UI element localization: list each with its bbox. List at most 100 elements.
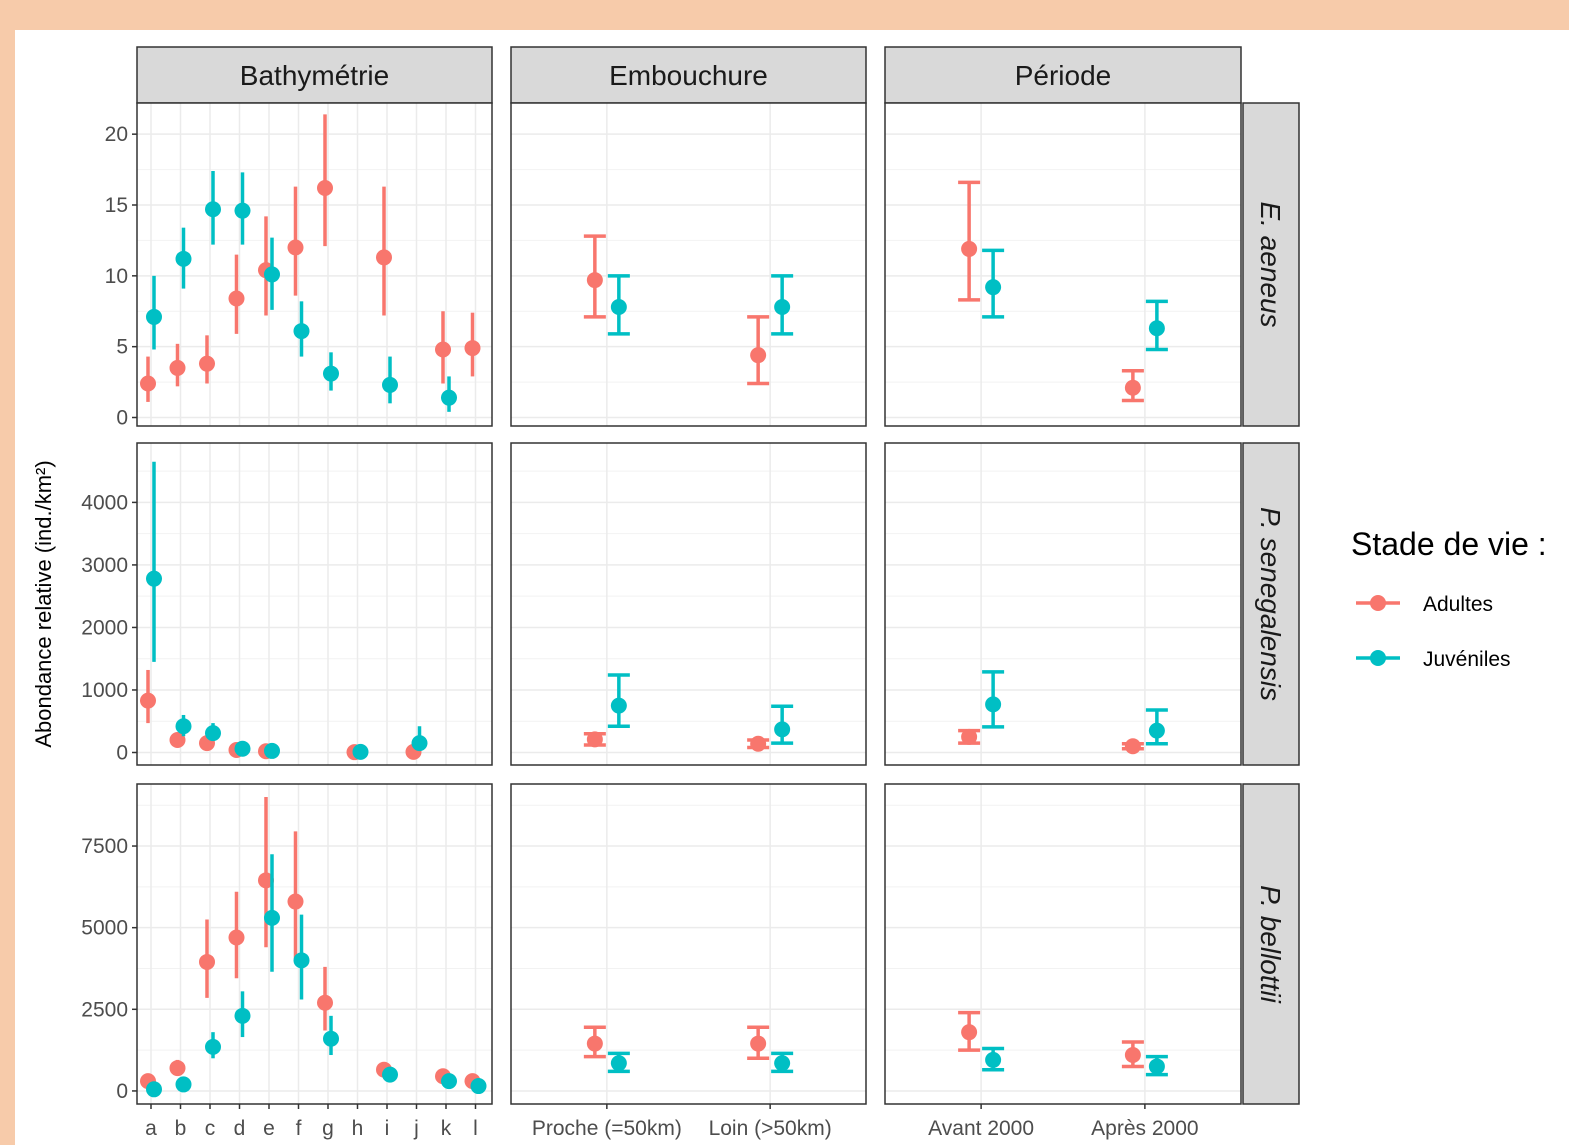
legend-key-point (1370, 650, 1386, 666)
panel-border (510, 442, 867, 766)
data-point (169, 731, 186, 748)
data-point (441, 389, 457, 406)
data-point (382, 376, 398, 393)
data-point (961, 1024, 978, 1041)
data-point (610, 299, 627, 315)
data-point (352, 743, 369, 760)
y-tick-label: 10 (105, 265, 128, 288)
panel-background (137, 103, 492, 426)
column-strip (136, 46, 493, 104)
x-tick-label: l (473, 1117, 478, 1140)
data-point (264, 909, 280, 926)
data-point (205, 201, 221, 218)
data-point (234, 740, 251, 757)
data-point (317, 994, 333, 1011)
data-point (146, 570, 162, 587)
data-point (750, 347, 767, 364)
panel (510, 442, 867, 766)
panel-background (885, 784, 1241, 1104)
panel (884, 442, 1242, 766)
y-tick-label: 2500 (81, 998, 128, 1021)
data-point (464, 340, 481, 357)
panel: Proche (=50km) Loin (>50km) (510, 783, 867, 1140)
data-point (470, 1078, 487, 1095)
row-strip-label: P. senegalensis (1255, 507, 1286, 701)
data-point (258, 872, 274, 889)
data-point (774, 299, 791, 315)
panel (136, 442, 493, 766)
panel (510, 102, 867, 427)
row-strip (1242, 442, 1300, 766)
data-point (264, 742, 280, 759)
data-point (205, 725, 221, 742)
x-tick-label: f (296, 1117, 302, 1140)
column-strip-label: Embouchure (609, 60, 768, 91)
row-strip-label: P. bellottii (1255, 885, 1286, 1004)
y-tick-label: 15 (105, 194, 128, 217)
legend-key-point (1370, 595, 1386, 611)
panel-border (136, 102, 493, 427)
data-point (985, 696, 1002, 713)
y-tick-label: 20 (105, 123, 128, 146)
data-point (228, 929, 245, 946)
data-point (323, 1030, 339, 1047)
x-tick-label: h (352, 1117, 364, 1140)
panel-background (137, 784, 492, 1104)
data-point (175, 250, 192, 267)
data-point (586, 272, 603, 289)
y-tick-label: 4000 (81, 491, 128, 514)
data-point (140, 375, 156, 392)
x-tick-label: Avant 2000 (928, 1117, 1034, 1140)
data-point (435, 341, 451, 358)
x-tick-label: Proche (=50km) (532, 1117, 682, 1140)
y-tick-label: 0 (116, 407, 128, 430)
panel-border (884, 783, 1242, 1105)
panel-background (885, 103, 1241, 426)
column-strip-label: Période (1015, 60, 1112, 91)
data-point (234, 202, 251, 219)
data-point (1148, 320, 1165, 337)
column-strip (884, 46, 1242, 104)
data-point (586, 1035, 603, 1052)
x-tick-label: k (441, 1117, 452, 1140)
data-point (382, 1066, 398, 1083)
data-point (961, 728, 978, 745)
x-tick-label: Après 2000 (1091, 1117, 1198, 1140)
x-tick-label: g (322, 1117, 334, 1140)
data-point (140, 692, 156, 709)
panel: Avant 2000 Après 2000 (884, 783, 1242, 1140)
panel-border (884, 102, 1242, 427)
data-point (293, 323, 310, 340)
data-point (411, 735, 428, 752)
data-point (317, 180, 333, 196)
data-point (1124, 738, 1141, 755)
data-point (1148, 1058, 1165, 1075)
x-tick-label: c (205, 1117, 216, 1140)
x-tick-label: Loin (>50km) (709, 1117, 832, 1140)
data-point (205, 1038, 221, 1055)
data-point (376, 249, 392, 266)
data-point (146, 1081, 162, 1098)
data-point (228, 290, 245, 307)
y-tick-label: 2000 (81, 616, 128, 639)
panel-border (510, 783, 867, 1105)
legend-title: Stade de vie : (1351, 526, 1547, 562)
data-point (199, 355, 215, 372)
data-point (175, 718, 192, 735)
x-tick-label: i (385, 1117, 390, 1140)
y-tick-label: 5000 (81, 917, 128, 940)
data-point (175, 1076, 192, 1093)
x-tick-label: b (175, 1117, 187, 1140)
panel-border (136, 783, 493, 1105)
legend-entry-label: Juvéniles (1423, 648, 1511, 671)
panel-background (885, 443, 1241, 765)
data-point (1124, 1047, 1141, 1064)
panel (136, 102, 493, 427)
y-tick-label: 7500 (81, 835, 128, 858)
data-point (610, 697, 627, 714)
y-tick-label: 0 (116, 741, 128, 764)
data-point (1124, 379, 1141, 396)
y-tick-label: 3000 (81, 554, 128, 577)
